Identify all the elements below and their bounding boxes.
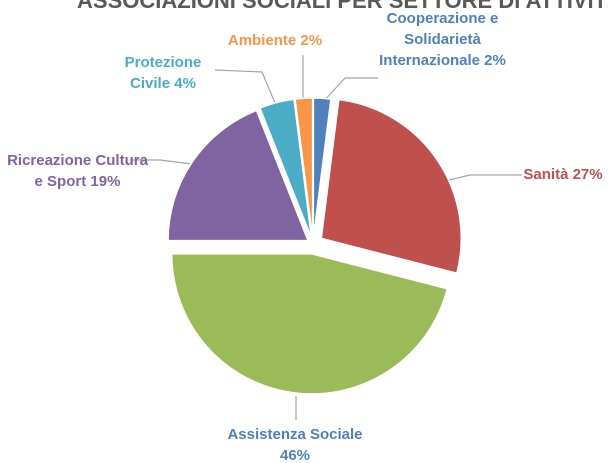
value-label: 19% bbox=[90, 173, 121, 190]
slice-label: Ricreazione Cultura e Sport 19% bbox=[5, 150, 150, 192]
pie-slice bbox=[320, 98, 462, 275]
leader-line bbox=[214, 69, 276, 104]
category-label: Protezione Civile bbox=[124, 54, 202, 92]
pie-slice bbox=[258, 98, 313, 239]
slice-label: Protezione Civile 4% bbox=[108, 52, 218, 94]
value-label: 2% bbox=[300, 32, 323, 49]
value-label: 46% bbox=[279, 447, 311, 463]
slice-label: Sanità 27% bbox=[508, 164, 608, 185]
pie-slice bbox=[294, 97, 314, 239]
value-label: 4% bbox=[174, 75, 196, 92]
leader-lines bbox=[130, 55, 522, 420]
pie-slice bbox=[167, 109, 310, 242]
slice-label: Cooperazione e Solidarietà Internazional… bbox=[360, 8, 525, 71]
pie-slice bbox=[312, 97, 332, 239]
leader-line bbox=[130, 159, 201, 166]
value-label: 27% bbox=[572, 166, 603, 183]
category-label: Ambiente bbox=[227, 32, 297, 49]
slice-label: Ambiente 2% bbox=[200, 30, 350, 51]
value-label: 2% bbox=[484, 52, 506, 69]
chart-title: ASSOCIAZIONI SOCIALI PER SETTORE DI ATTI… bbox=[77, 0, 608, 13]
leader-line bbox=[323, 77, 378, 102]
slice-label: Assistenza Sociale 46% bbox=[225, 424, 365, 463]
category-label: Assistenza Sociale bbox=[227, 426, 363, 443]
pie-slice bbox=[170, 253, 449, 395]
category-label: Sanità bbox=[523, 166, 569, 183]
leader-line bbox=[444, 174, 522, 182]
category-label: Cooperazione e Solidarietà Internazional… bbox=[379, 10, 499, 69]
category-label: Ricreazione Cultura e Sport bbox=[7, 152, 148, 190]
